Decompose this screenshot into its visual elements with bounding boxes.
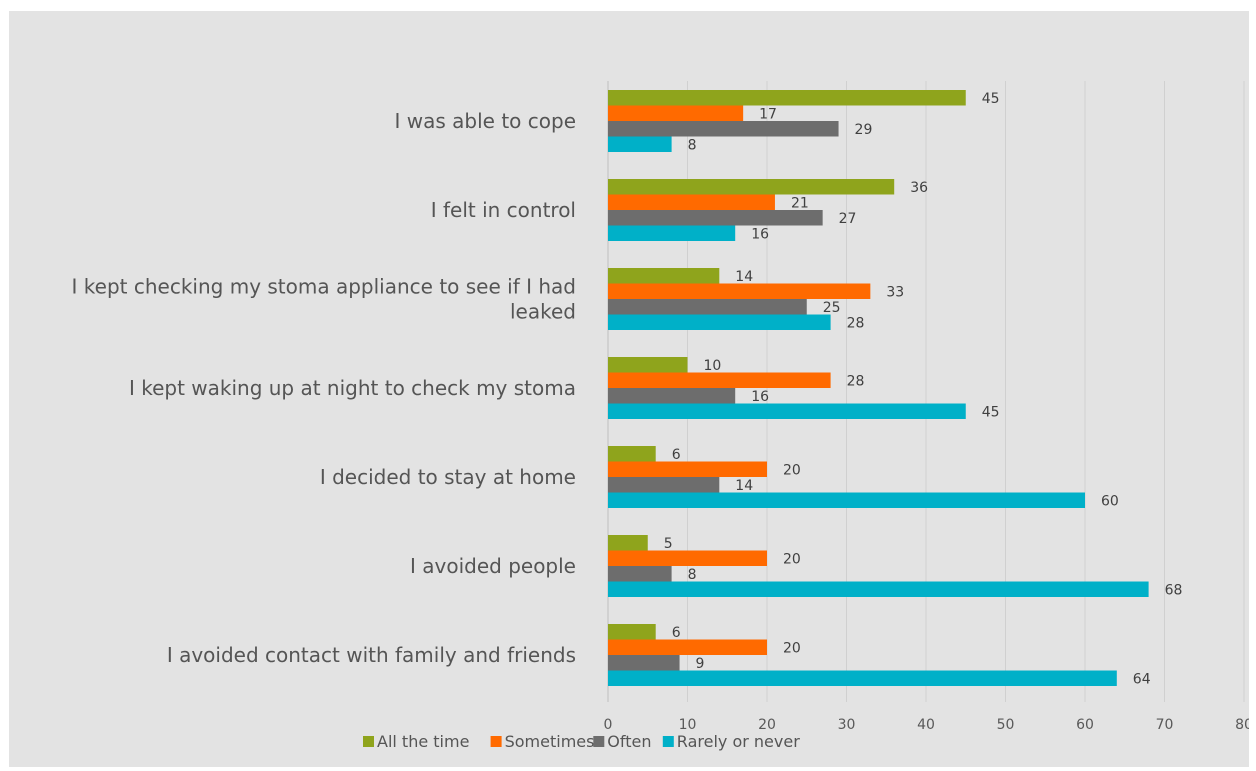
- bar: [608, 283, 871, 299]
- data-label: 28: [847, 373, 865, 389]
- data-label: 33: [886, 284, 904, 300]
- bar: [608, 268, 720, 284]
- data-label: 68: [1165, 582, 1183, 598]
- x-tick-label: 10: [679, 717, 697, 733]
- category-label: I kept waking up at night to check my st…: [129, 376, 576, 400]
- category-label: I was able to cope: [395, 109, 576, 133]
- legend-swatch: [662, 736, 674, 747]
- legend-swatch: [363, 736, 374, 747]
- bar: [608, 581, 1149, 597]
- data-label: 21: [791, 195, 809, 211]
- bar: [608, 210, 823, 226]
- data-label: 9: [696, 656, 705, 672]
- category-labels: I was able to cope I felt in control I kep…: [72, 109, 576, 667]
- category-label-line: I was able to cope: [395, 109, 576, 133]
- bar: [608, 314, 831, 330]
- category-label-line: I avoided contact with family and friend…: [167, 643, 576, 667]
- legend-label: Often: [607, 732, 651, 751]
- data-label: 25: [823, 300, 841, 316]
- data-label: 20: [783, 462, 801, 478]
- data-label: 29: [855, 122, 873, 138]
- category-label-line: leaked: [510, 300, 576, 324]
- data-label: 16: [751, 389, 769, 405]
- x-tick-label: 30: [838, 717, 856, 733]
- legend-swatch: [490, 736, 502, 747]
- data-label: 8: [688, 567, 697, 583]
- category-label-line: I avoided people: [410, 554, 576, 578]
- legend-label: Sometimes: [505, 732, 595, 751]
- bar: [608, 403, 966, 419]
- bar-chart: 45 36 14 10 6 5 6 17 21 33 28 20 20 20 29 27 25 16 14 8 9 8 16…: [72, 81, 1249, 751]
- bar: [608, 105, 744, 121]
- bars: [608, 90, 1149, 686]
- data-label: 20: [783, 551, 801, 567]
- bar: [608, 492, 1085, 508]
- bar: [608, 388, 736, 404]
- category-label-line: I kept waking up at night to check my st…: [129, 376, 576, 400]
- category-label: I avoided contact with family and friend…: [167, 643, 576, 667]
- data-label: 20: [783, 640, 801, 656]
- bar: [608, 655, 680, 671]
- legend-swatch: [593, 736, 605, 747]
- data-label: 60: [1101, 493, 1119, 509]
- bar: [608, 639, 767, 655]
- data-label: 14: [735, 269, 753, 285]
- bar: [608, 225, 736, 241]
- bar: [608, 357, 688, 373]
- data-label: 27: [839, 211, 857, 227]
- data-label: 6: [672, 625, 681, 641]
- bar: [608, 566, 672, 582]
- category-label-line: I decided to stay at home: [320, 465, 576, 489]
- x-tick-label: 0: [604, 717, 613, 733]
- legend-label: All the time: [377, 732, 469, 751]
- data-label: 28: [847, 315, 865, 331]
- bar: [608, 136, 672, 152]
- bar: [608, 299, 807, 315]
- x-tick-label: 80: [1235, 717, 1249, 733]
- data-label: 17: [759, 106, 777, 122]
- data-label: 36: [910, 180, 928, 196]
- legend: All the time Sometimes Often Rarely or neve…: [363, 732, 800, 751]
- data-label: 45: [982, 91, 1000, 107]
- x-axis-ticks: 0 10 20 30 40 50 60 70 80: [604, 717, 1249, 733]
- category-label: I avoided people: [410, 554, 576, 578]
- category-label-line: I kept checking my stoma appliance to se…: [72, 275, 576, 299]
- chart-area: 45 36 14 10 6 5 6 17 21 33 28 20 20 20 29 27 25 16 14 8 9 8 16…: [9, 11, 1249, 767]
- data-label: 10: [704, 358, 722, 374]
- category-label: I kept checking my stoma appliance to se…: [72, 275, 576, 324]
- x-tick-label: 40: [917, 717, 935, 733]
- category-label: I decided to stay at home: [320, 465, 576, 489]
- x-tick-label: 70: [1156, 717, 1174, 733]
- bar: [608, 372, 831, 388]
- bar: [608, 90, 966, 106]
- bar: [608, 550, 767, 566]
- bar: [608, 670, 1117, 686]
- bar: [608, 121, 839, 137]
- data-label: 5: [664, 536, 673, 552]
- data-label: 16: [751, 226, 769, 242]
- bar: [608, 477, 720, 493]
- bar: [608, 461, 767, 477]
- data-label: 6: [672, 447, 681, 463]
- data-label: 8: [688, 137, 697, 153]
- bar: [608, 179, 895, 195]
- bar: [608, 194, 775, 210]
- legend-label: Rarely or never: [677, 732, 800, 751]
- bar: [608, 535, 648, 551]
- bar: [608, 624, 656, 640]
- data-label: 45: [982, 404, 1000, 420]
- x-tick-label: 20: [758, 717, 776, 733]
- x-tick-label: 60: [1076, 717, 1094, 733]
- data-label: 14: [735, 478, 753, 494]
- data-labels: 45 36 14 10 6 5 6 17 21 33 28 20 20 20 29 27 25 16 14 8 9 8 16…: [664, 91, 1183, 688]
- category-label: I felt in control: [431, 198, 576, 222]
- category-label-line: I felt in control: [431, 198, 576, 222]
- bar: [608, 446, 656, 462]
- x-tick-label: 50: [997, 717, 1015, 733]
- data-label: 64: [1133, 671, 1151, 687]
